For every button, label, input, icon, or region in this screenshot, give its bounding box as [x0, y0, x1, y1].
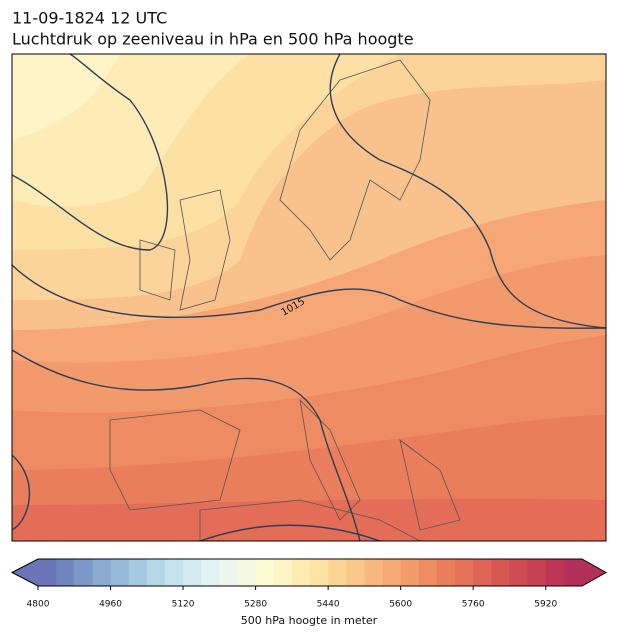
colorbar-segment — [291, 559, 311, 586]
colorbar-tick-label: 5920 — [534, 600, 557, 610]
map-band — [12, 498, 606, 541]
colorbar-tick-label: 5440 — [317, 600, 340, 610]
colorbar-label: 500 hPa hoogte in meter — [241, 614, 378, 627]
colorbar-segment — [219, 559, 238, 586]
colorbar-tick-label: 5760 — [462, 600, 485, 610]
colorbar-segment — [128, 559, 148, 586]
colorbar-segment — [255, 559, 275, 586]
isobars — [12, 54, 606, 541]
colorbar-segment — [164, 559, 184, 586]
colorbar-segment — [346, 559, 365, 586]
title-line-2: Luchtdruk op zeeniveau in hPa en 500 hPa… — [12, 30, 414, 49]
colorbar-segment — [201, 559, 220, 586]
colorbar: 4800 4960 5120 5280 5440 5600 5760 5920 — [10, 558, 608, 610]
colorbar-extend-min — [12, 559, 38, 586]
colorbar-segment — [237, 559, 257, 586]
colorbar-segment — [418, 559, 438, 586]
colorbar-segment — [473, 559, 492, 586]
colorbar-segment — [563, 559, 583, 586]
colorbar-segment — [56, 559, 75, 586]
colorbar-segment — [382, 559, 402, 586]
colorbar-segment — [110, 559, 130, 586]
colorbar-segment — [92, 559, 112, 586]
colorbar-segment — [491, 559, 510, 586]
colorbar-segment — [545, 559, 565, 586]
colorbar-tick-label: 4800 — [27, 600, 50, 610]
map: 1015 — [12, 54, 606, 541]
map-frame — [11, 53, 607, 542]
colorbar-tick-label: 5120 — [172, 600, 195, 610]
colorbar-segment — [509, 559, 529, 586]
colorbar-segment — [38, 559, 57, 586]
colorbar-segment — [74, 559, 93, 586]
colorbar-tick-label: 5280 — [244, 600, 267, 610]
colorbar-segment — [310, 559, 329, 586]
colorbar-segment — [146, 559, 166, 586]
colorbar-tick-label: 4960 — [99, 600, 122, 610]
colorbar-segment — [400, 559, 420, 586]
colorbar-segment — [273, 559, 293, 586]
colorbar-extend-max — [582, 559, 606, 586]
colorbar-segment — [183, 559, 202, 586]
map-band — [12, 54, 120, 140]
colorbar-segment — [455, 559, 474, 586]
colorbar-segment — [328, 559, 347, 586]
colorbar-segment — [364, 559, 384, 586]
colorbar-segment — [436, 559, 456, 586]
colorbar-segment — [527, 559, 547, 586]
colorbar-tick-label: 5600 — [389, 600, 412, 610]
title-line-1: 11-09-1824 12 UTC — [12, 9, 167, 28]
